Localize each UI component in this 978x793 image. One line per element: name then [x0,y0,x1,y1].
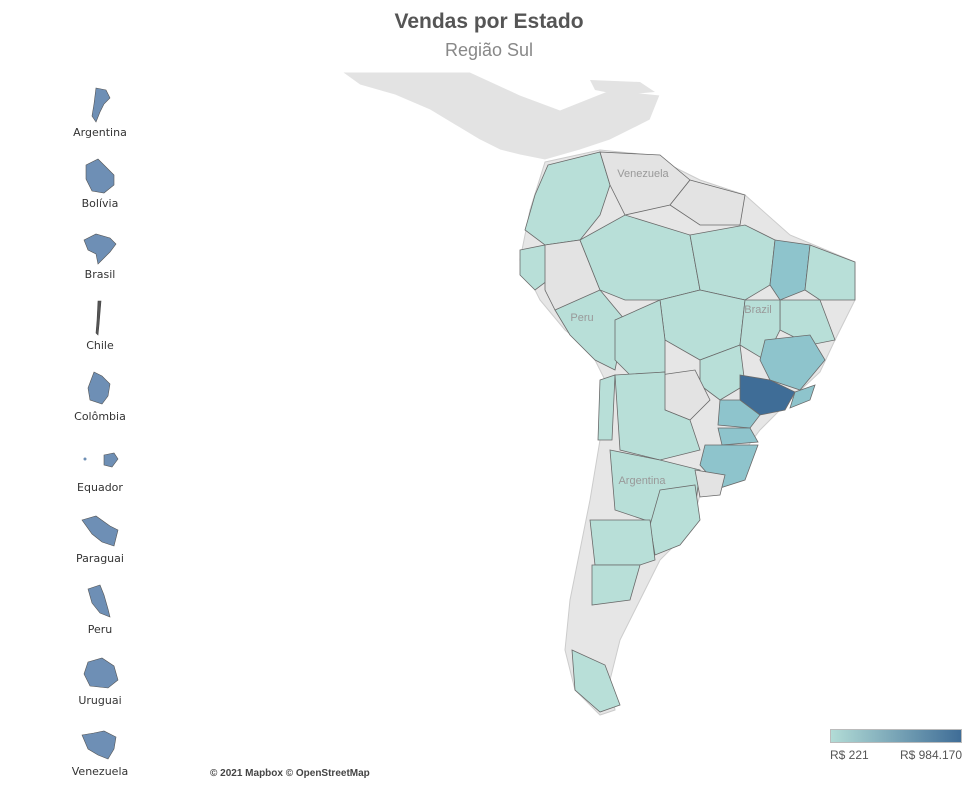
country-label: Equador [77,481,123,494]
chart-title: Vendas por Estado [394,10,584,33]
country-label: Colômbia [74,410,126,423]
paraguai-shape-icon [81,515,119,547]
central-america-land [340,71,661,161]
region-ne-states[interactable] [804,244,856,301]
country-filter-colombia[interactable]: Colômbia [58,370,142,434]
chile-shape-icon [95,300,102,336]
legend-min-label: R$ 221 [830,748,869,762]
country-label: Uruguai [78,694,122,707]
country-filter-equador[interactable]: Equador [58,441,142,505]
map-label-peru: Peru [570,312,593,324]
region-uruguay[interactable] [694,469,726,498]
map-label-argentina: Argentina [618,475,666,487]
country-label: Bolívia [81,197,119,210]
equador-shape-icon [83,452,119,468]
country-label: Argentina [73,126,127,139]
region-para[interactable] [689,224,776,301]
map-attribution[interactable]: © 2021 Mapbox © OpenStreetMap [210,768,370,779]
uruguai-shape-icon [83,657,119,689]
country-filter-chile[interactable]: Chile [58,299,142,363]
peru-shape-icon [87,584,111,618]
region-argentina-south[interactable] [589,519,656,566]
map-label-venezuela: Venezuela [617,168,669,180]
regions [519,151,856,713]
colombia-shape-icon [87,371,111,405]
region-maranhao[interactable] [769,239,811,301]
country-filter-peru[interactable]: Peru [58,583,142,647]
country-label: Paraguai [76,552,124,565]
country-filter-paraguai[interactable]: Paraguai [58,512,142,576]
country-filter-bolivia[interactable]: Bolívia [58,157,142,221]
chart-subtitle: Região Sul [444,40,534,60]
map-label-brazil: Brazil [744,304,772,316]
argentina-shape-icon [91,87,111,123]
country-label: Brasil [84,268,116,281]
country-label: Chile [86,339,114,352]
region-patagonia[interactable] [591,564,641,606]
country-filter-argentina[interactable]: Argentina [58,86,142,150]
legend-gradient [830,729,962,743]
region-parana[interactable] [717,399,761,429]
region-tierra-del-fuego[interactable] [571,649,621,713]
bolivia-shape-icon [85,158,115,194]
region-chile-north[interactable] [597,374,616,441]
region-guyanas[interactable] [669,179,746,226]
caribbean-land [590,80,655,95]
country-filter-brasil[interactable]: Brasil [58,228,142,292]
color-legend: R$ 221 R$ 984.170 [830,729,962,762]
country-label: Venezuela [71,765,129,778]
region-rio[interactable] [789,384,816,409]
region-argentina-north[interactable] [614,371,701,461]
legend-max-label: R$ 984.170 [899,748,962,762]
country-filter-venezuela[interactable]: Venezuela [58,725,142,789]
venezuela-shape-icon [81,730,117,760]
region-santa-catarina[interactable] [717,427,759,446]
country-filter-uruguai[interactable]: Uruguai [58,654,142,718]
brasil-shape-icon [83,233,117,265]
country-label: Peru [87,623,113,636]
